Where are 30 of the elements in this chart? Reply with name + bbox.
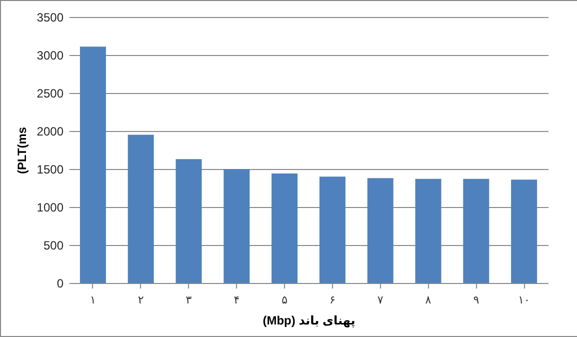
- bar: [463, 178, 490, 283]
- y-tick-label: 1500: [36, 162, 64, 176]
- y-axis-title: (PLT(ms: [14, 126, 29, 174]
- y-tick-label: 0: [56, 276, 64, 290]
- x-tick-label: ۵: [282, 294, 288, 306]
- x-tick-label: ۸: [425, 294, 432, 306]
- x-tick-label: ۱: [90, 294, 96, 306]
- y-tick-label: 3000: [36, 48, 64, 62]
- bar: [272, 174, 298, 283]
- x-tick-label: ۲: [138, 294, 144, 306]
- y-tick-label: 2000: [36, 124, 64, 138]
- bar: [367, 178, 394, 283]
- y-tick-label: 500: [43, 238, 64, 252]
- bar: [80, 46, 106, 283]
- bar: [511, 180, 538, 283]
- x-axis-title: (Mbp) پهنای باند: [262, 314, 356, 328]
- x-tick-label: ۴: [234, 294, 240, 306]
- x-tick-label: ۶: [329, 294, 336, 306]
- bar: [128, 134, 154, 283]
- x-tick-label: ۹: [473, 294, 480, 306]
- bar: [319, 176, 346, 283]
- bar: [224, 169, 250, 283]
- y-tick-label: 1000: [36, 200, 64, 214]
- x-tick-label: ۷: [377, 294, 384, 306]
- x-tick-label: ۳: [186, 294, 192, 306]
- x-tick-label: ۱۰: [518, 294, 530, 306]
- bar: [415, 178, 442, 283]
- y-tick-label: 2500: [36, 86, 64, 100]
- bar: [176, 159, 202, 283]
- y-tick-label: 3500: [36, 10, 64, 24]
